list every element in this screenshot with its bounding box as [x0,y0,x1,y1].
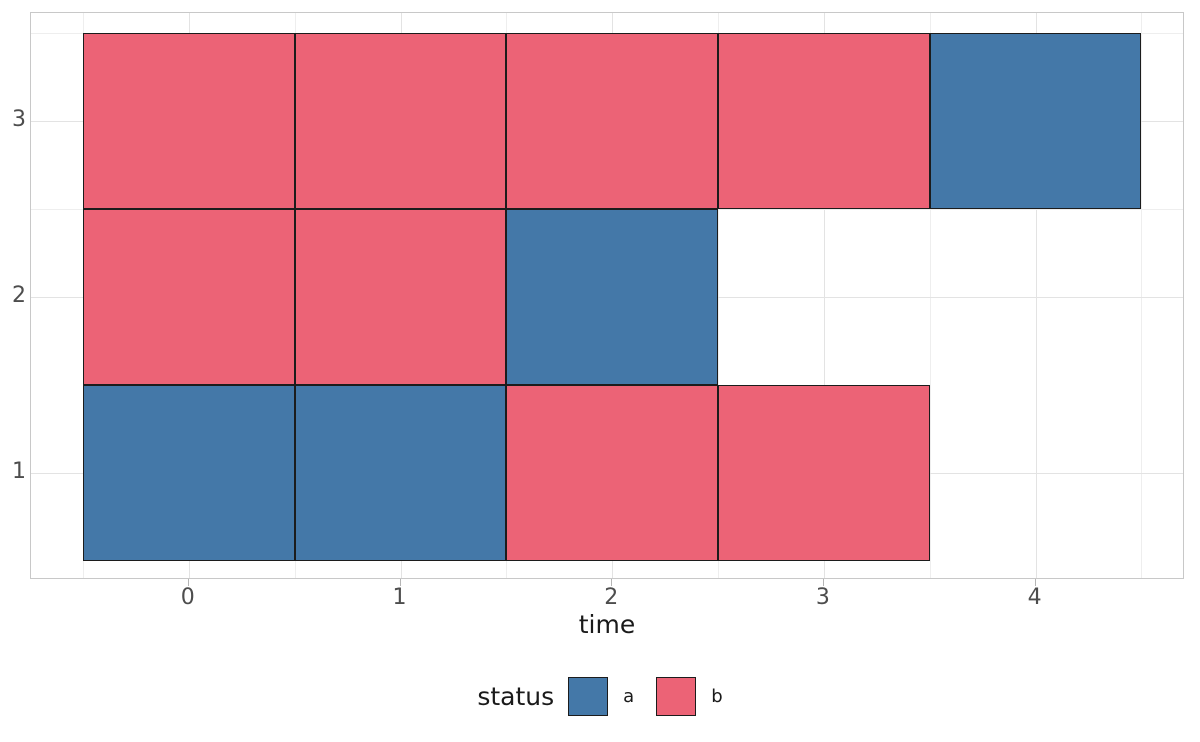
tile-cell-row1-time3 [718,385,930,561]
legend: status a b [0,668,1200,724]
x-tick-mark [822,579,824,586]
x-tick-mark [1034,579,1036,586]
legend-key-b [656,676,697,716]
x-tick-label: 4 [1027,585,1042,610]
x-tick-label: 3 [815,585,830,610]
legend-label-a: a [623,685,635,707]
x-gridline-major [823,13,825,578]
x-tick-mark [611,579,613,586]
tile-cell-row2-time0 [82,209,295,385]
legend-key-a [568,676,609,716]
plot-panel [30,12,1184,579]
tile-cell-row3-time0 [82,33,295,209]
y-tick-label: 3 [12,107,26,132]
tile-cell-row2-time2 [506,209,719,385]
y-tick-label: 1 [12,459,26,484]
legend-title: status [477,681,555,711]
x-gridline-minor [1141,13,1143,578]
legend-label-b: b [711,685,723,707]
tile-cell-row1-time1 [294,385,507,561]
tile-cell-row1-time0 [82,385,295,561]
tile-cell-row3-time3 [718,33,930,209]
x-tick-mark [399,579,401,586]
x-axis-title: time [578,610,636,639]
tile-cell-row3-time2 [506,33,719,209]
x-gridline-minor [929,13,931,578]
x-gridline-major [1035,13,1037,578]
y-tick-label: 2 [12,283,26,308]
x-tick-mark [187,579,189,586]
x-tick-label: 1 [392,585,407,610]
tile-cell-row3-time4 [929,33,1142,209]
x-tick-label: 2 [604,585,619,610]
tile-cell-row3-time1 [294,33,507,209]
tile-cell-row1-time2 [506,385,719,561]
x-gridline-minor [718,13,720,578]
x-tick-label: 0 [180,585,195,610]
tile-cell-row2-time1 [294,209,507,385]
